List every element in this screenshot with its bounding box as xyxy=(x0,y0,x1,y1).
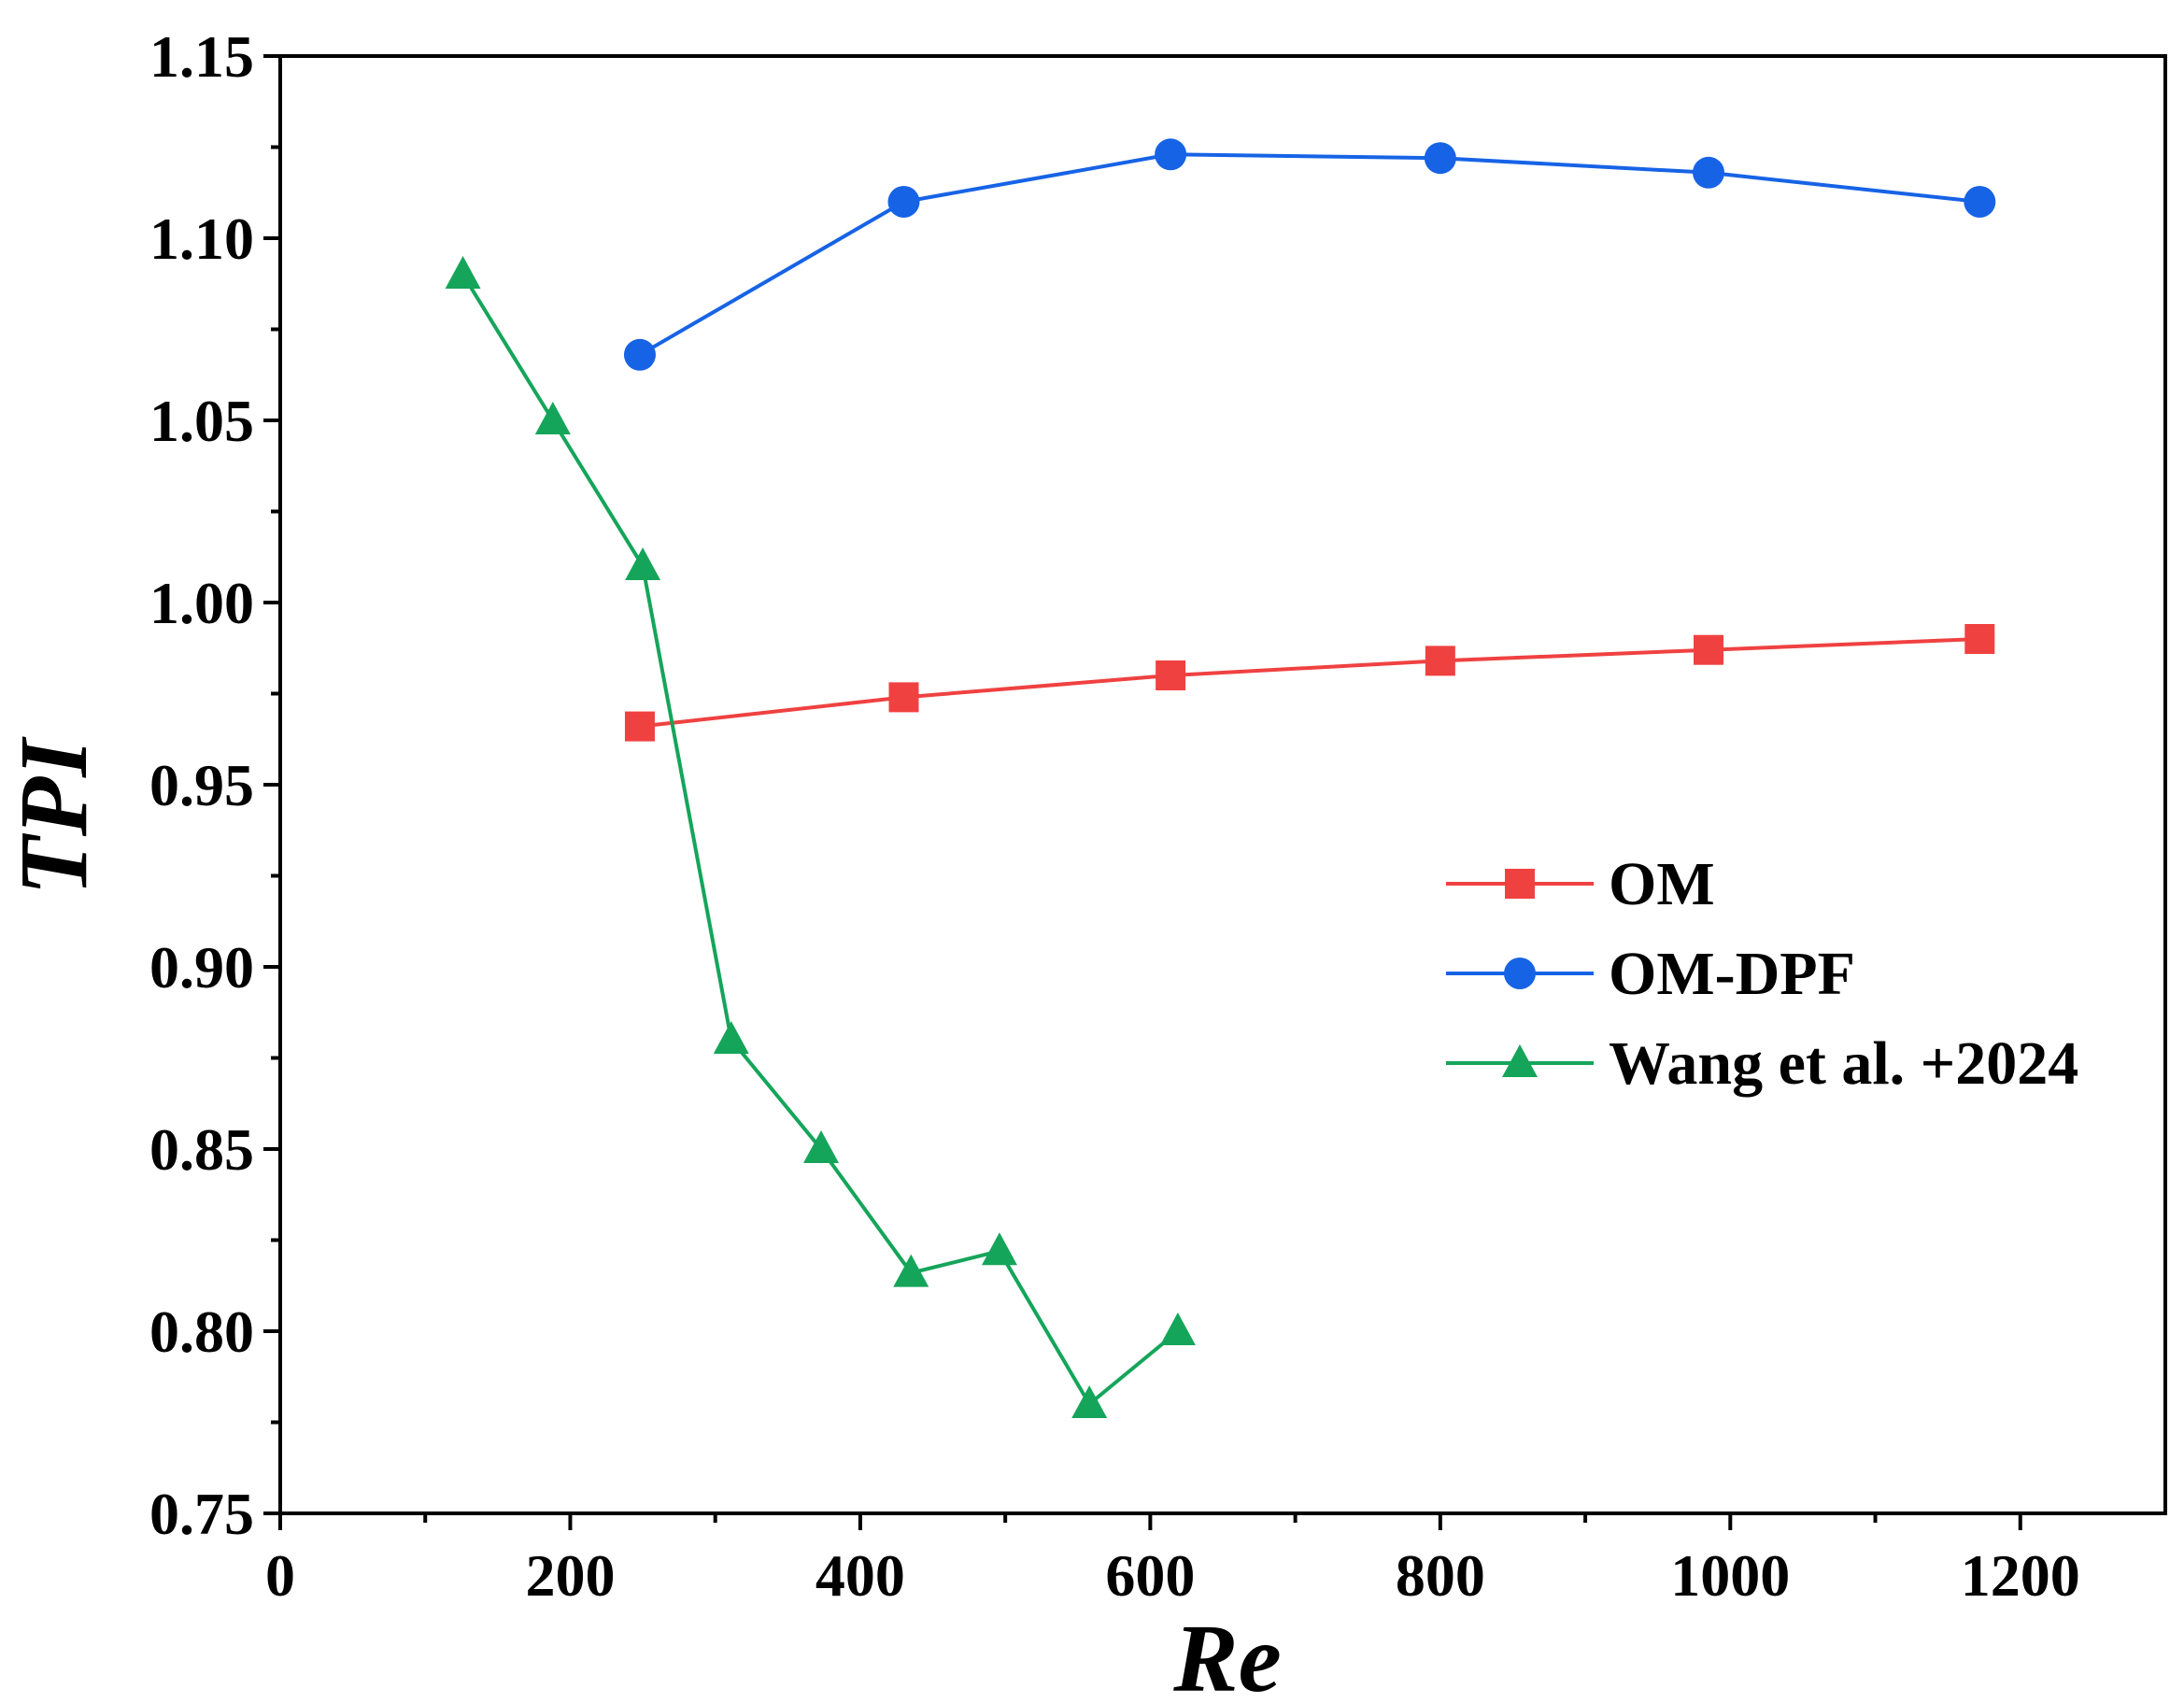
x-tick-label: 0 xyxy=(265,1542,295,1609)
y-tick-label: 0.85 xyxy=(149,1116,254,1183)
series-line xyxy=(639,637,1980,729)
data-point xyxy=(1694,634,1724,665)
series-1 xyxy=(623,138,1996,371)
data-point xyxy=(713,1021,749,1054)
y-axis-title: TPI xyxy=(0,736,107,896)
legend-label: Wang et al. +2024 xyxy=(1609,1029,2078,1098)
legend-entry: Wang et al. +2024 xyxy=(1446,1029,2078,1098)
data-point xyxy=(1425,646,1455,676)
plot-series xyxy=(445,138,1996,1418)
data-point xyxy=(887,186,920,218)
data-point xyxy=(624,711,655,742)
legend-entry: OM-DPF xyxy=(1446,940,1855,1008)
legend-label: OM-DPF xyxy=(1609,940,1855,1008)
plot-frame xyxy=(278,54,2167,1515)
x-tick-label: 1000 xyxy=(1670,1542,1790,1609)
y-tick-label: 0.80 xyxy=(149,1299,254,1365)
y-tick-label: 1.15 xyxy=(149,23,254,90)
data-point xyxy=(888,682,919,713)
x-tick-label: 400 xyxy=(815,1542,905,1609)
legend: OM OM-DPF Wang et al. +2024 xyxy=(1446,850,2078,1098)
y-tick-label: 1.00 xyxy=(149,570,254,636)
data-point xyxy=(1156,660,1186,690)
data-point xyxy=(1155,138,1187,171)
x-tick-label: 600 xyxy=(1105,1542,1195,1609)
data-point xyxy=(981,1232,1017,1266)
series-0 xyxy=(624,624,1995,742)
legend-marker xyxy=(1502,1044,1538,1077)
y-tick-label: 1.05 xyxy=(149,388,254,454)
legend-entry: OM xyxy=(1446,850,1715,918)
data-point xyxy=(623,338,656,371)
data-point xyxy=(1693,156,1725,189)
series-line xyxy=(638,152,1980,357)
series-line xyxy=(461,273,1180,1408)
series-2 xyxy=(445,256,1196,1418)
y-tick-label: 0.75 xyxy=(149,1481,254,1547)
data-point xyxy=(534,402,571,434)
y-tick-label: 0.95 xyxy=(149,752,254,818)
data-point xyxy=(1424,142,1456,175)
data-point xyxy=(1159,1313,1196,1345)
data-point xyxy=(1071,1385,1108,1418)
axis-ticks xyxy=(263,54,2022,1530)
x-tick-label: 800 xyxy=(1396,1542,1485,1609)
x-tick-label: 200 xyxy=(525,1542,615,1609)
data-point xyxy=(625,547,661,580)
tick-labels: 0 200 400 600 800 1000 1200 0.75 0.80 0.85 0.90 0.9… xyxy=(149,23,2080,1609)
data-point xyxy=(893,1254,929,1287)
data-point xyxy=(1964,624,1995,654)
data-point xyxy=(1964,186,1996,218)
legend-marker xyxy=(1504,958,1536,989)
y-tick-label: 1.10 xyxy=(149,206,254,272)
data-point xyxy=(445,256,481,289)
x-axis-title: Re xyxy=(1172,1605,1282,1703)
legend-label: OM xyxy=(1609,850,1715,918)
data-point xyxy=(803,1130,840,1163)
x-tick-label: 1200 xyxy=(1961,1542,2080,1609)
legend-marker xyxy=(1505,869,1535,899)
y-tick-label: 0.90 xyxy=(149,934,254,1001)
